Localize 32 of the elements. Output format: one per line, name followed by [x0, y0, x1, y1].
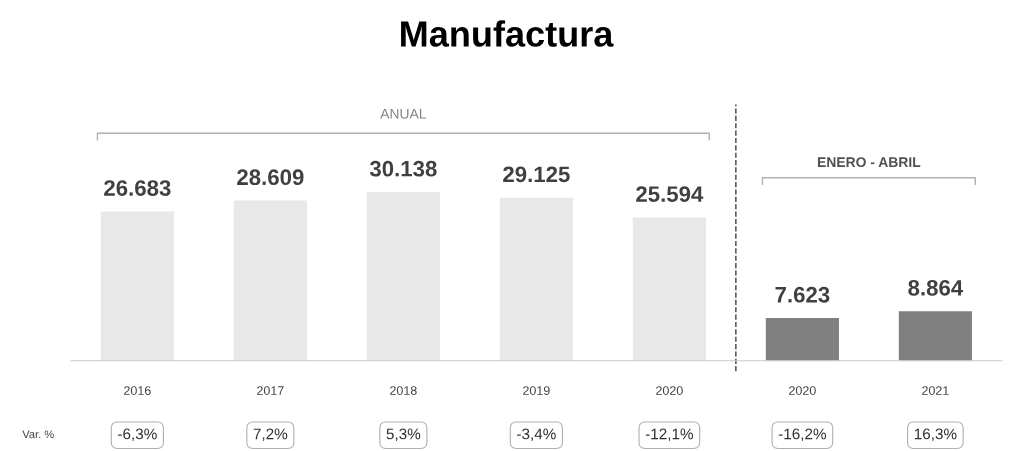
text: ENERO - ABRIL: [817, 157, 921, 168]
text: -3,4%: [517, 428, 556, 442]
bar: [366, 192, 440, 361]
text: 5,3%: [386, 428, 421, 442]
data-label: 26.683: [104, 180, 171, 196]
text: ANUAL: [380, 108, 427, 119]
bar: [632, 217, 706, 361]
bar: [898, 311, 972, 361]
text: -16,2%: [778, 428, 827, 442]
x-tick-label: 2021: [922, 386, 949, 395]
x-tick-label: 2019: [523, 386, 550, 395]
text: 16,3%: [914, 428, 957, 442]
x-tick-label: 2017: [257, 386, 284, 395]
x-tick-label: 2018: [390, 386, 417, 395]
x-tick-label: 2020: [656, 386, 683, 395]
bar: [499, 197, 573, 361]
text: -12,1%: [645, 428, 694, 442]
data-label: 7.623: [775, 286, 830, 303]
data-label: 29.125: [503, 166, 570, 183]
data-label: 28.609: [237, 169, 304, 186]
data-label: 30.138: [369, 160, 437, 177]
x-tick-label: 2020: [789, 386, 816, 395]
chart-title: Manufactura: [401, 20, 614, 47]
text: Var. %: [22, 430, 54, 439]
bar: [233, 200, 307, 361]
text: -6,3%: [118, 428, 157, 442]
data-label: 25.594: [636, 186, 704, 202]
bar: [100, 211, 174, 361]
data-label: 8.864: [908, 279, 964, 296]
bar: [765, 318, 839, 361]
text: 7,2%: [253, 428, 288, 442]
x-tick-label: 2016: [124, 386, 151, 395]
